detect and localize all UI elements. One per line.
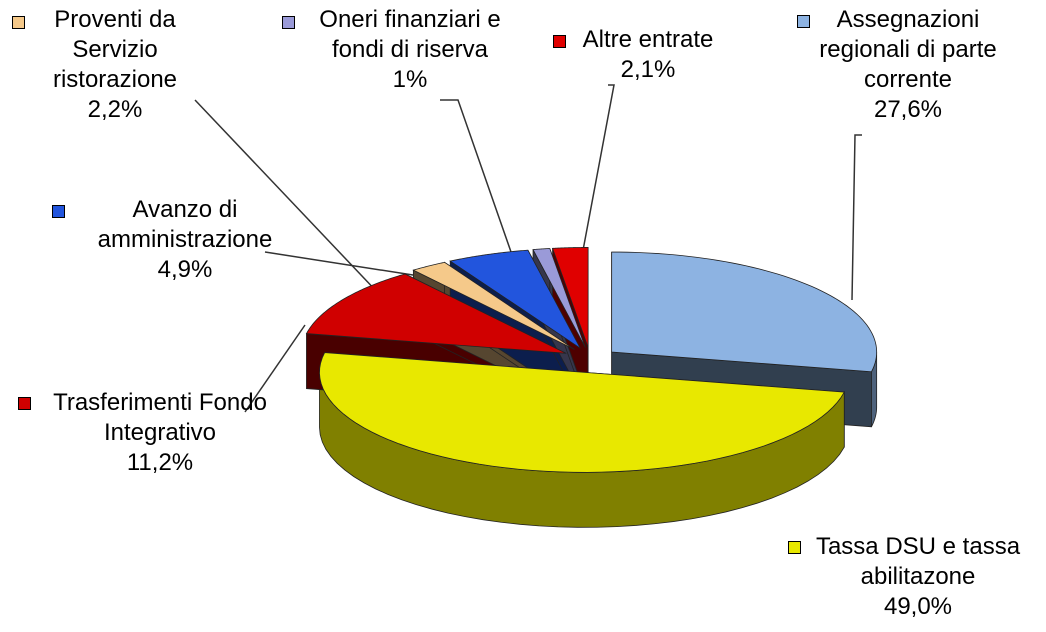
slice [551,247,589,348]
slice-label: Proventi da Servizio ristorazione 2,2% [35,5,195,125]
slice-label: Oneri finanziari e fondi di riserva 1% [295,5,525,95]
category-name: Altre entrate [582,26,714,53]
legend-swatch [797,15,810,28]
legend-swatch [788,541,801,554]
category-name: Assegnazioni regionali di parte corrente [819,6,997,93]
leader-line [577,84,615,278]
leader-line [440,99,519,273]
value-label: 2,2% [87,96,143,123]
leader-lines [194,84,862,413]
leader-line [194,99,381,296]
value-label: 4,9% [157,256,213,283]
slice-tops [305,247,878,473]
slice-label: Tassa DSU e tassa abilitazone 49,0% [814,532,1022,622]
slice [532,248,586,348]
slice-label: Altre entrate 2,1% [548,25,748,85]
category-name: Avanzo di amministrazione [97,196,273,253]
legend-swatch [18,397,31,410]
category-name: Proventi da Servizio ristorazione [52,6,178,93]
slice-label: Trasferimenti Fondo Integrativo 11,2% [45,388,275,478]
slice-label: Assegnazioni regionali di parte corrente… [798,5,1018,125]
leader-line [851,134,862,301]
legend-swatch [282,16,295,29]
value-label: 49,0% [883,593,953,620]
value-label: 27,6% [873,96,943,123]
category-name: Tassa DSU e tassa abilitazone [815,533,1021,590]
value-label: 2,1% [620,56,676,83]
slice [319,352,845,473]
legend-swatch [12,16,25,29]
value-label: 1% [392,66,428,93]
legend-swatch [52,205,65,218]
category-name: Oneri finanziari e fondi di riserva [319,6,501,63]
legend-swatch [553,35,566,48]
category-name: Trasferimenti Fondo Integrativo [53,389,267,446]
slice [449,249,581,349]
slice [412,261,575,350]
slice [305,273,567,354]
value-label: 11,2% [126,449,194,476]
slice [611,251,878,373]
slice-label: Avanzo di amministrazione 4,9% [70,195,300,285]
leader-line [244,324,306,413]
